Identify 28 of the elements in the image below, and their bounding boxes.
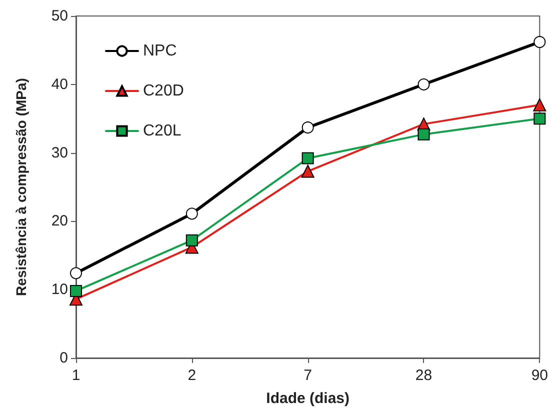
x-tick-label: 90 [531, 367, 548, 384]
point [302, 121, 314, 134]
y-tick-label: 40 [51, 76, 68, 93]
point [70, 284, 82, 297]
point [418, 78, 430, 90]
legend-label: C20D [143, 82, 184, 100]
y-tick-label: 0 [60, 350, 68, 366]
point [302, 152, 314, 164]
point [533, 98, 546, 112]
y-tick-label: 20 [51, 212, 68, 230]
point [186, 208, 198, 220]
y-tick-label: 50 [51, 8, 68, 24]
x-axis-title: Idade (dias) [266, 390, 350, 407]
legend-label: C20L [143, 122, 182, 140]
point [186, 234, 198, 246]
y-tick-label: 10 [51, 281, 68, 298]
x-tick-label: 28 [415, 367, 432, 384]
legend-label: NPC [143, 42, 177, 60]
point [301, 164, 314, 178]
point [534, 112, 546, 125]
point [534, 36, 546, 48]
x-tick-label: 1 [72, 367, 80, 384]
y-axis-title: Resistência à compressão (MPa) [13, 78, 29, 296]
y-tick-label: 30 [51, 144, 68, 162]
x-tick-label: 2 [188, 367, 196, 384]
point [418, 128, 430, 140]
point [70, 267, 82, 280]
x-tick-label: 7 [304, 367, 312, 384]
